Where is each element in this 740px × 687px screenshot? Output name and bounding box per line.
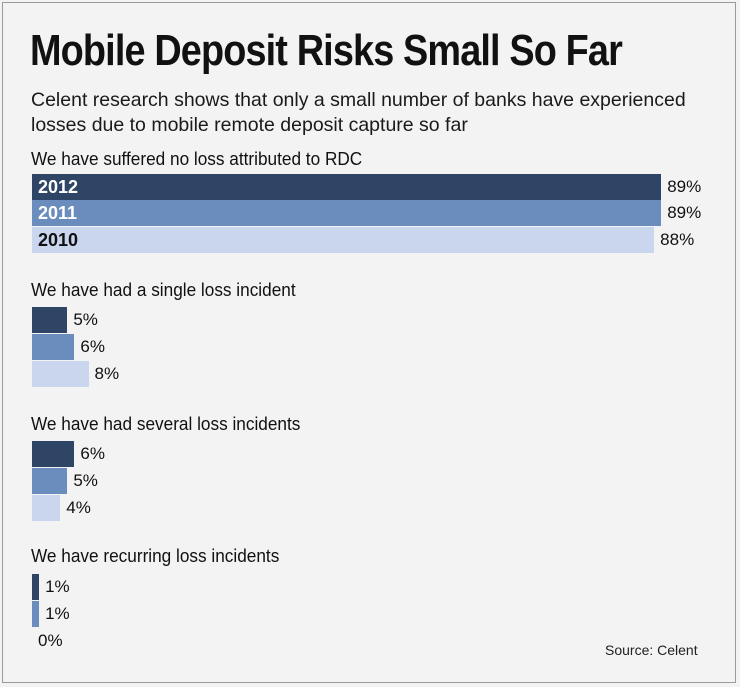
data-label: 5%: [73, 471, 98, 490]
group-label: We have suffered no loss attributed to R…: [31, 148, 363, 169]
data-label: 89%: [667, 203, 702, 222]
bar-2012: [32, 174, 662, 200]
data-label: 0%: [38, 631, 63, 650]
series-label: 2011: [38, 203, 78, 223]
bar-2012: [32, 441, 75, 467]
bar-2012: [32, 574, 40, 600]
data-label: 88%: [660, 230, 695, 249]
chart-subtitle: Celent research shows that only a small …: [31, 89, 686, 136]
data-label: 6%: [80, 337, 105, 356]
source-note: Source: Celent: [605, 642, 698, 658]
data-label: 4%: [66, 498, 91, 517]
bar-2011: [32, 200, 662, 226]
data-label: 1%: [45, 577, 70, 596]
series-label: 2010: [38, 230, 79, 250]
data-label: 8%: [94, 364, 120, 383]
bar-2011: [32, 468, 68, 494]
data-label: 89%: [667, 177, 702, 196]
bar-2012: [32, 307, 68, 333]
bar-2010: [32, 227, 655, 253]
bar-2010: [32, 495, 61, 521]
group-label: We have had a single loss incident: [31, 279, 296, 300]
chart-title: Mobile Deposit Risks Small So Far: [30, 26, 623, 75]
group-label: We have recurring loss incidents: [31, 545, 280, 566]
bar-2011: [32, 334, 75, 360]
data-label: 6%: [80, 444, 105, 463]
bar-2010: [32, 361, 89, 387]
series-label: 2012: [38, 177, 79, 197]
data-label: 5%: [73, 310, 98, 329]
group-label: We have had several loss incidents: [31, 413, 301, 434]
bar-2011: [32, 601, 40, 627]
data-label: 1%: [45, 604, 70, 623]
